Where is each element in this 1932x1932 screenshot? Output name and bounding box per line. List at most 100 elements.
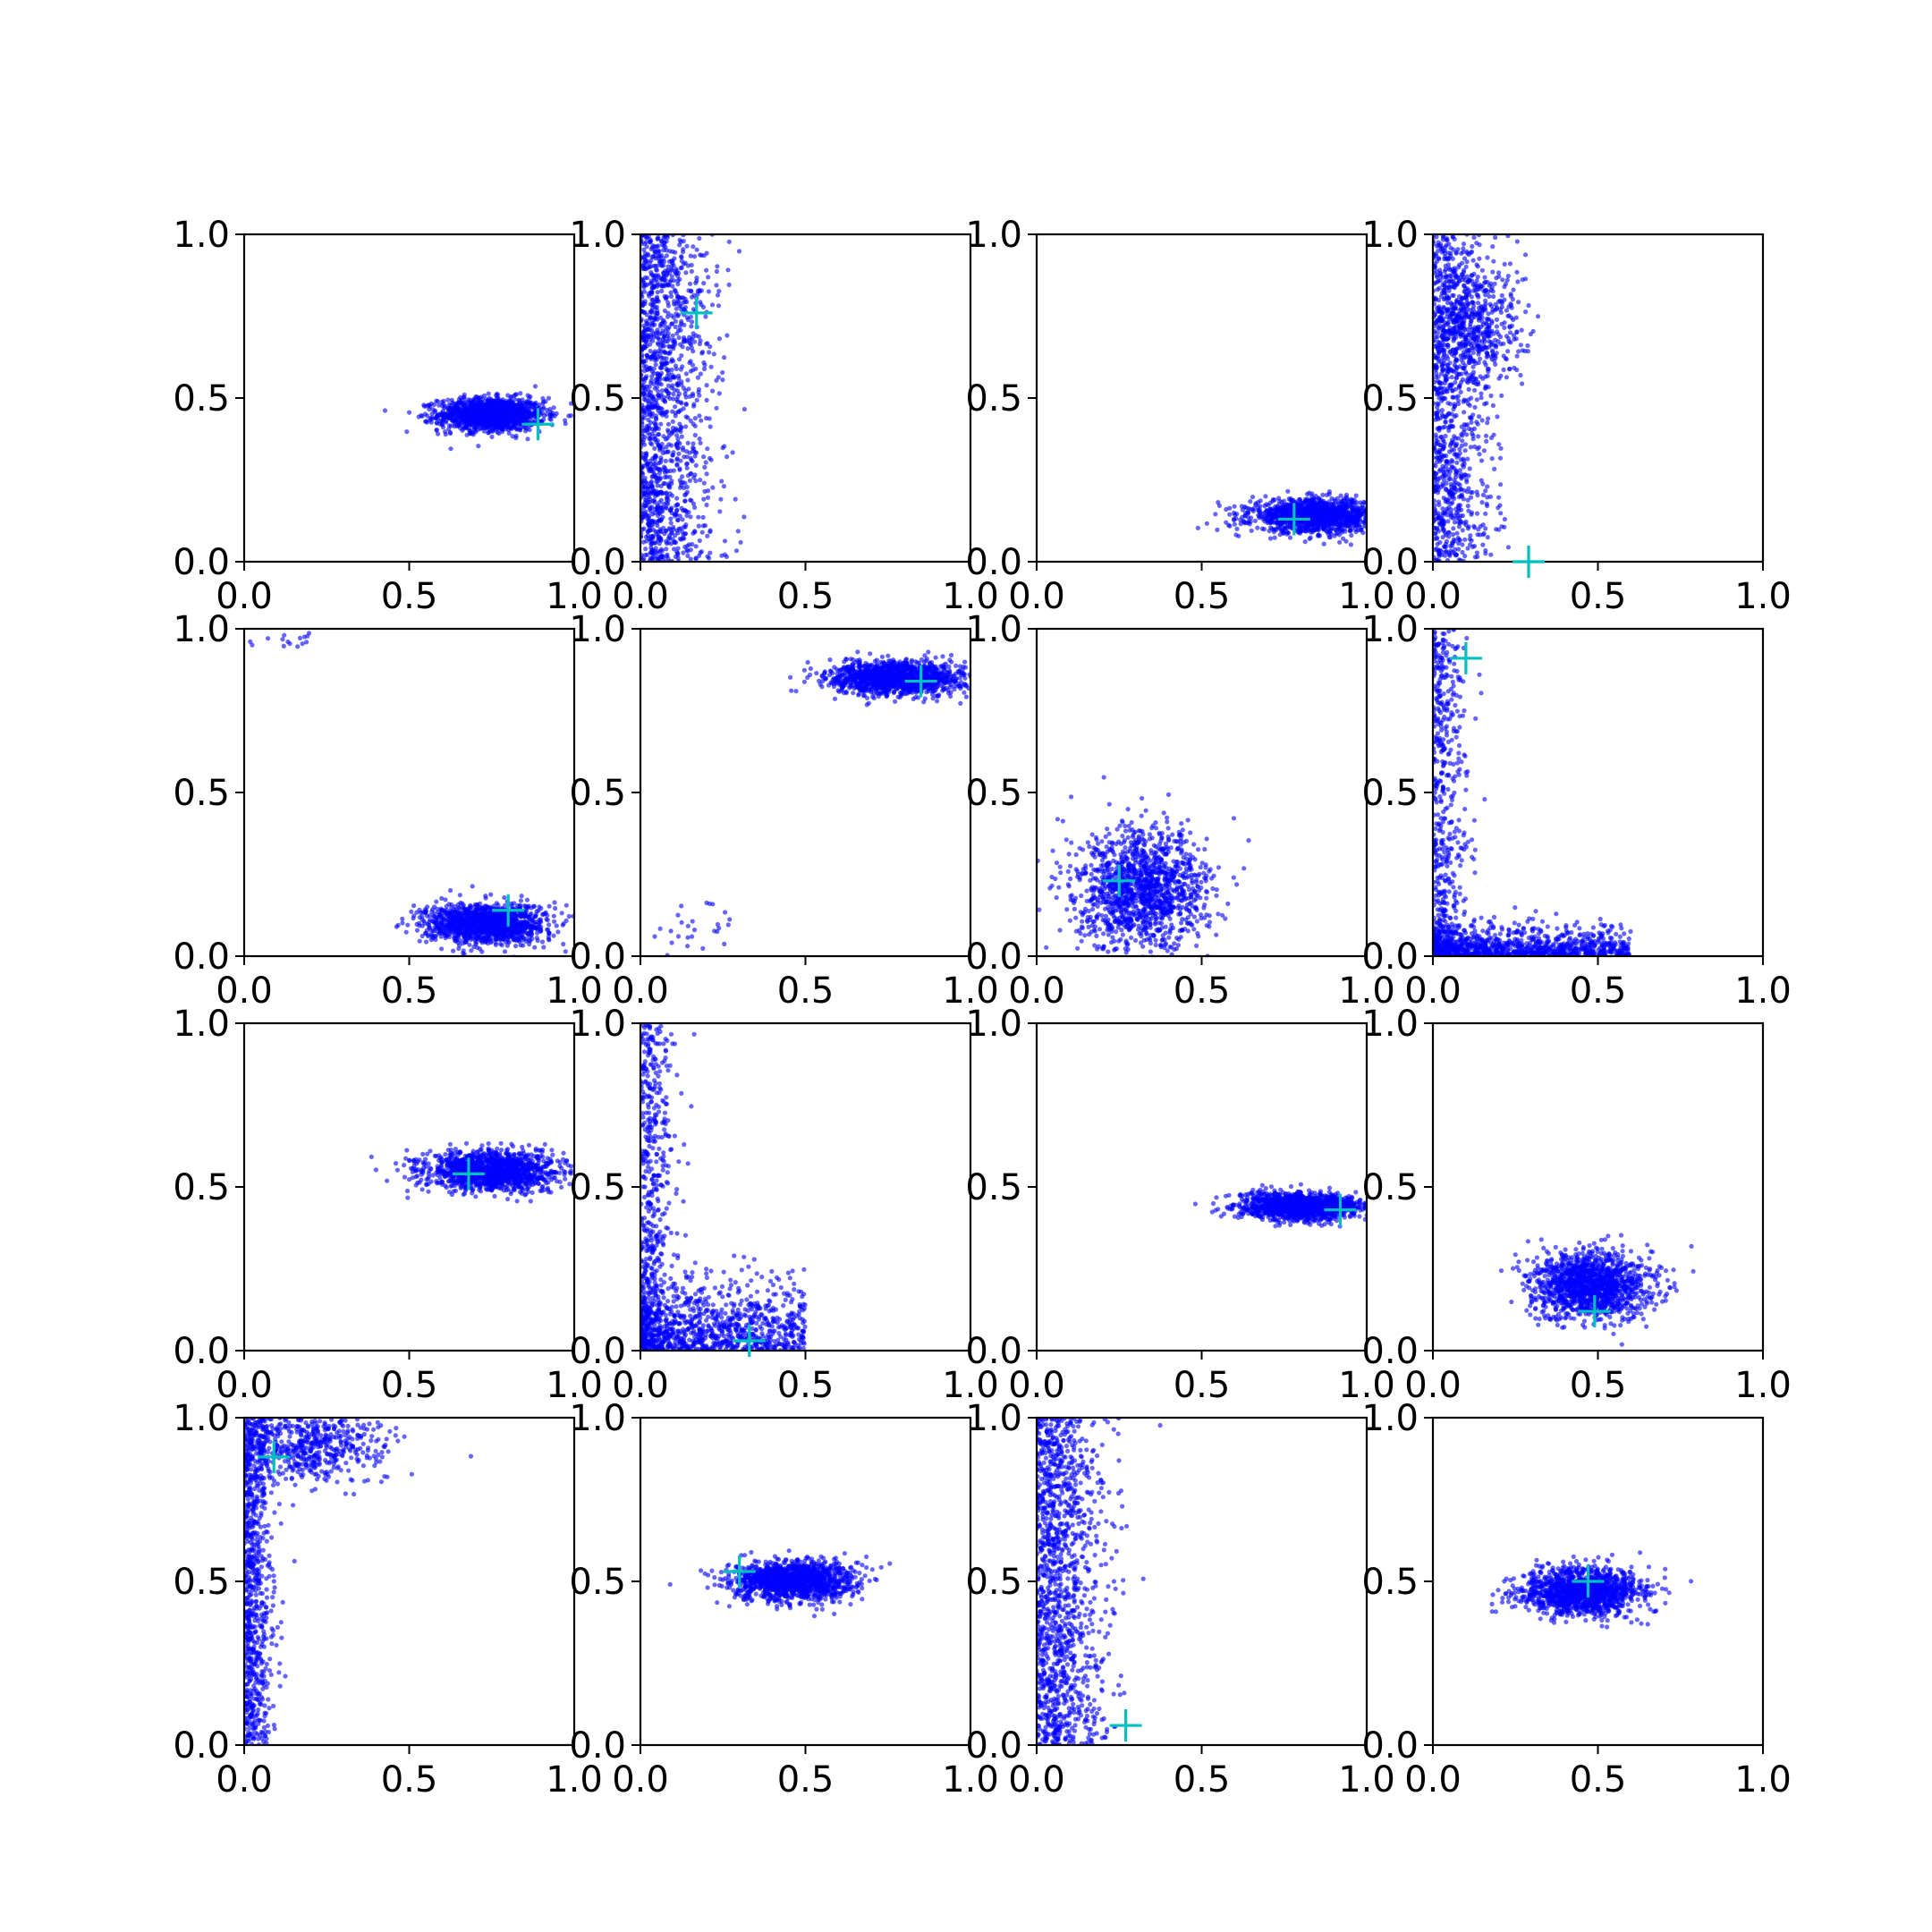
scatter-point	[1456, 481, 1462, 487]
scatter-point	[665, 536, 672, 541]
scatter-point	[671, 340, 676, 345]
scatter-point	[649, 374, 655, 379]
scatter-point	[1272, 535, 1277, 540]
scatter-point	[704, 502, 709, 508]
scatter-point	[1451, 439, 1456, 445]
scatter-point	[568, 401, 574, 406]
scatter-point	[1318, 510, 1323, 516]
scatter-point	[678, 342, 683, 347]
scatter-point	[648, 349, 653, 354]
scatter-point	[1454, 375, 1460, 380]
scatter-point	[664, 253, 670, 258]
scatter-point	[680, 517, 685, 522]
scatter-point	[1441, 469, 1446, 475]
scatter-point	[1498, 482, 1504, 487]
scatter-point	[1445, 508, 1450, 514]
scatter-point	[690, 445, 696, 451]
scatter-point	[705, 554, 710, 559]
scatter-point	[453, 421, 458, 427]
scatter-point	[1449, 418, 1454, 423]
scatter-point	[652, 351, 657, 356]
scatter-point	[691, 244, 696, 250]
scatter-point	[523, 428, 529, 434]
scatter-point	[648, 237, 653, 242]
scatter-point	[669, 367, 674, 372]
scatter-point	[1234, 526, 1240, 531]
scatter-point	[446, 411, 453, 417]
scatter-point	[1433, 525, 1437, 530]
scatter-point	[1446, 411, 1452, 417]
scatter-point	[692, 504, 698, 511]
scatter-point	[693, 333, 699, 338]
scatter-point	[533, 400, 538, 405]
scatter-point	[643, 456, 648, 462]
scatter-point	[1224, 520, 1229, 525]
scatter-point	[664, 547, 669, 552]
scatter-point	[1444, 538, 1449, 545]
scatter-point	[524, 408, 530, 413]
scatter-point	[441, 418, 446, 423]
scatter-point	[429, 416, 435, 421]
scatter-point	[1249, 528, 1254, 533]
scatter-point	[1440, 535, 1445, 540]
scatter-point	[733, 496, 738, 502]
scatter-point	[1456, 540, 1462, 547]
scatter-point	[419, 412, 424, 419]
scatter-point	[1358, 527, 1363, 532]
scatter-point	[1343, 538, 1349, 544]
scatter-point	[665, 497, 671, 503]
scatter-point	[1338, 510, 1343, 515]
scatter-point	[657, 504, 664, 510]
scatter-point	[1352, 502, 1357, 508]
scatter-point	[1479, 418, 1485, 423]
scatter-point	[1488, 435, 1495, 441]
scatter-point	[670, 284, 675, 289]
scatter-point	[1433, 531, 1438, 537]
scatter-point	[691, 421, 696, 427]
scatter-point	[489, 434, 495, 439]
scatter-point	[669, 267, 674, 272]
scatter-point	[662, 350, 668, 355]
scatter-point	[1317, 522, 1322, 528]
scatter-point	[704, 397, 709, 402]
scatter-point	[1258, 504, 1263, 509]
scatter-point	[733, 548, 740, 554]
scatter-point	[496, 430, 502, 436]
scatter-point	[1321, 541, 1326, 547]
scatter-point	[641, 247, 647, 252]
scatter-point	[681, 406, 686, 411]
scatter-point	[514, 425, 520, 430]
scatter-point	[455, 409, 461, 414]
scatter-point	[675, 281, 681, 287]
scatter-point	[1267, 536, 1274, 541]
scatter-point	[653, 426, 658, 431]
scatter-point	[679, 537, 684, 542]
scatter-point	[678, 367, 683, 372]
scatter-point	[709, 302, 716, 308]
scatter-point	[1446, 472, 1452, 478]
scatter-point	[697, 341, 703, 347]
scatter-point	[1465, 504, 1470, 509]
scatter-point	[1455, 394, 1461, 399]
scatter-point	[657, 529, 663, 534]
scatter-point	[672, 375, 677, 380]
scatter-point	[1333, 498, 1338, 504]
scatter-point	[681, 550, 686, 555]
scatter-point	[673, 324, 678, 329]
x-tick-label: 0.5	[777, 576, 835, 617]
scatter-point	[1502, 261, 1507, 267]
scatter-point	[666, 343, 672, 349]
scatter-point	[683, 270, 689, 275]
scatter-point	[1470, 433, 1476, 438]
y-tick-label: 0.0	[173, 542, 230, 583]
scatter-point	[425, 413, 430, 419]
scatter-point	[445, 397, 451, 402]
scatter-point	[671, 468, 677, 473]
scatter-point	[671, 391, 676, 397]
scatter-point	[654, 439, 659, 445]
scatter-point	[716, 303, 722, 309]
scatter-point	[680, 474, 685, 479]
scatter-point	[684, 461, 691, 466]
scatter-point	[527, 427, 532, 433]
scatter-point	[665, 501, 671, 506]
